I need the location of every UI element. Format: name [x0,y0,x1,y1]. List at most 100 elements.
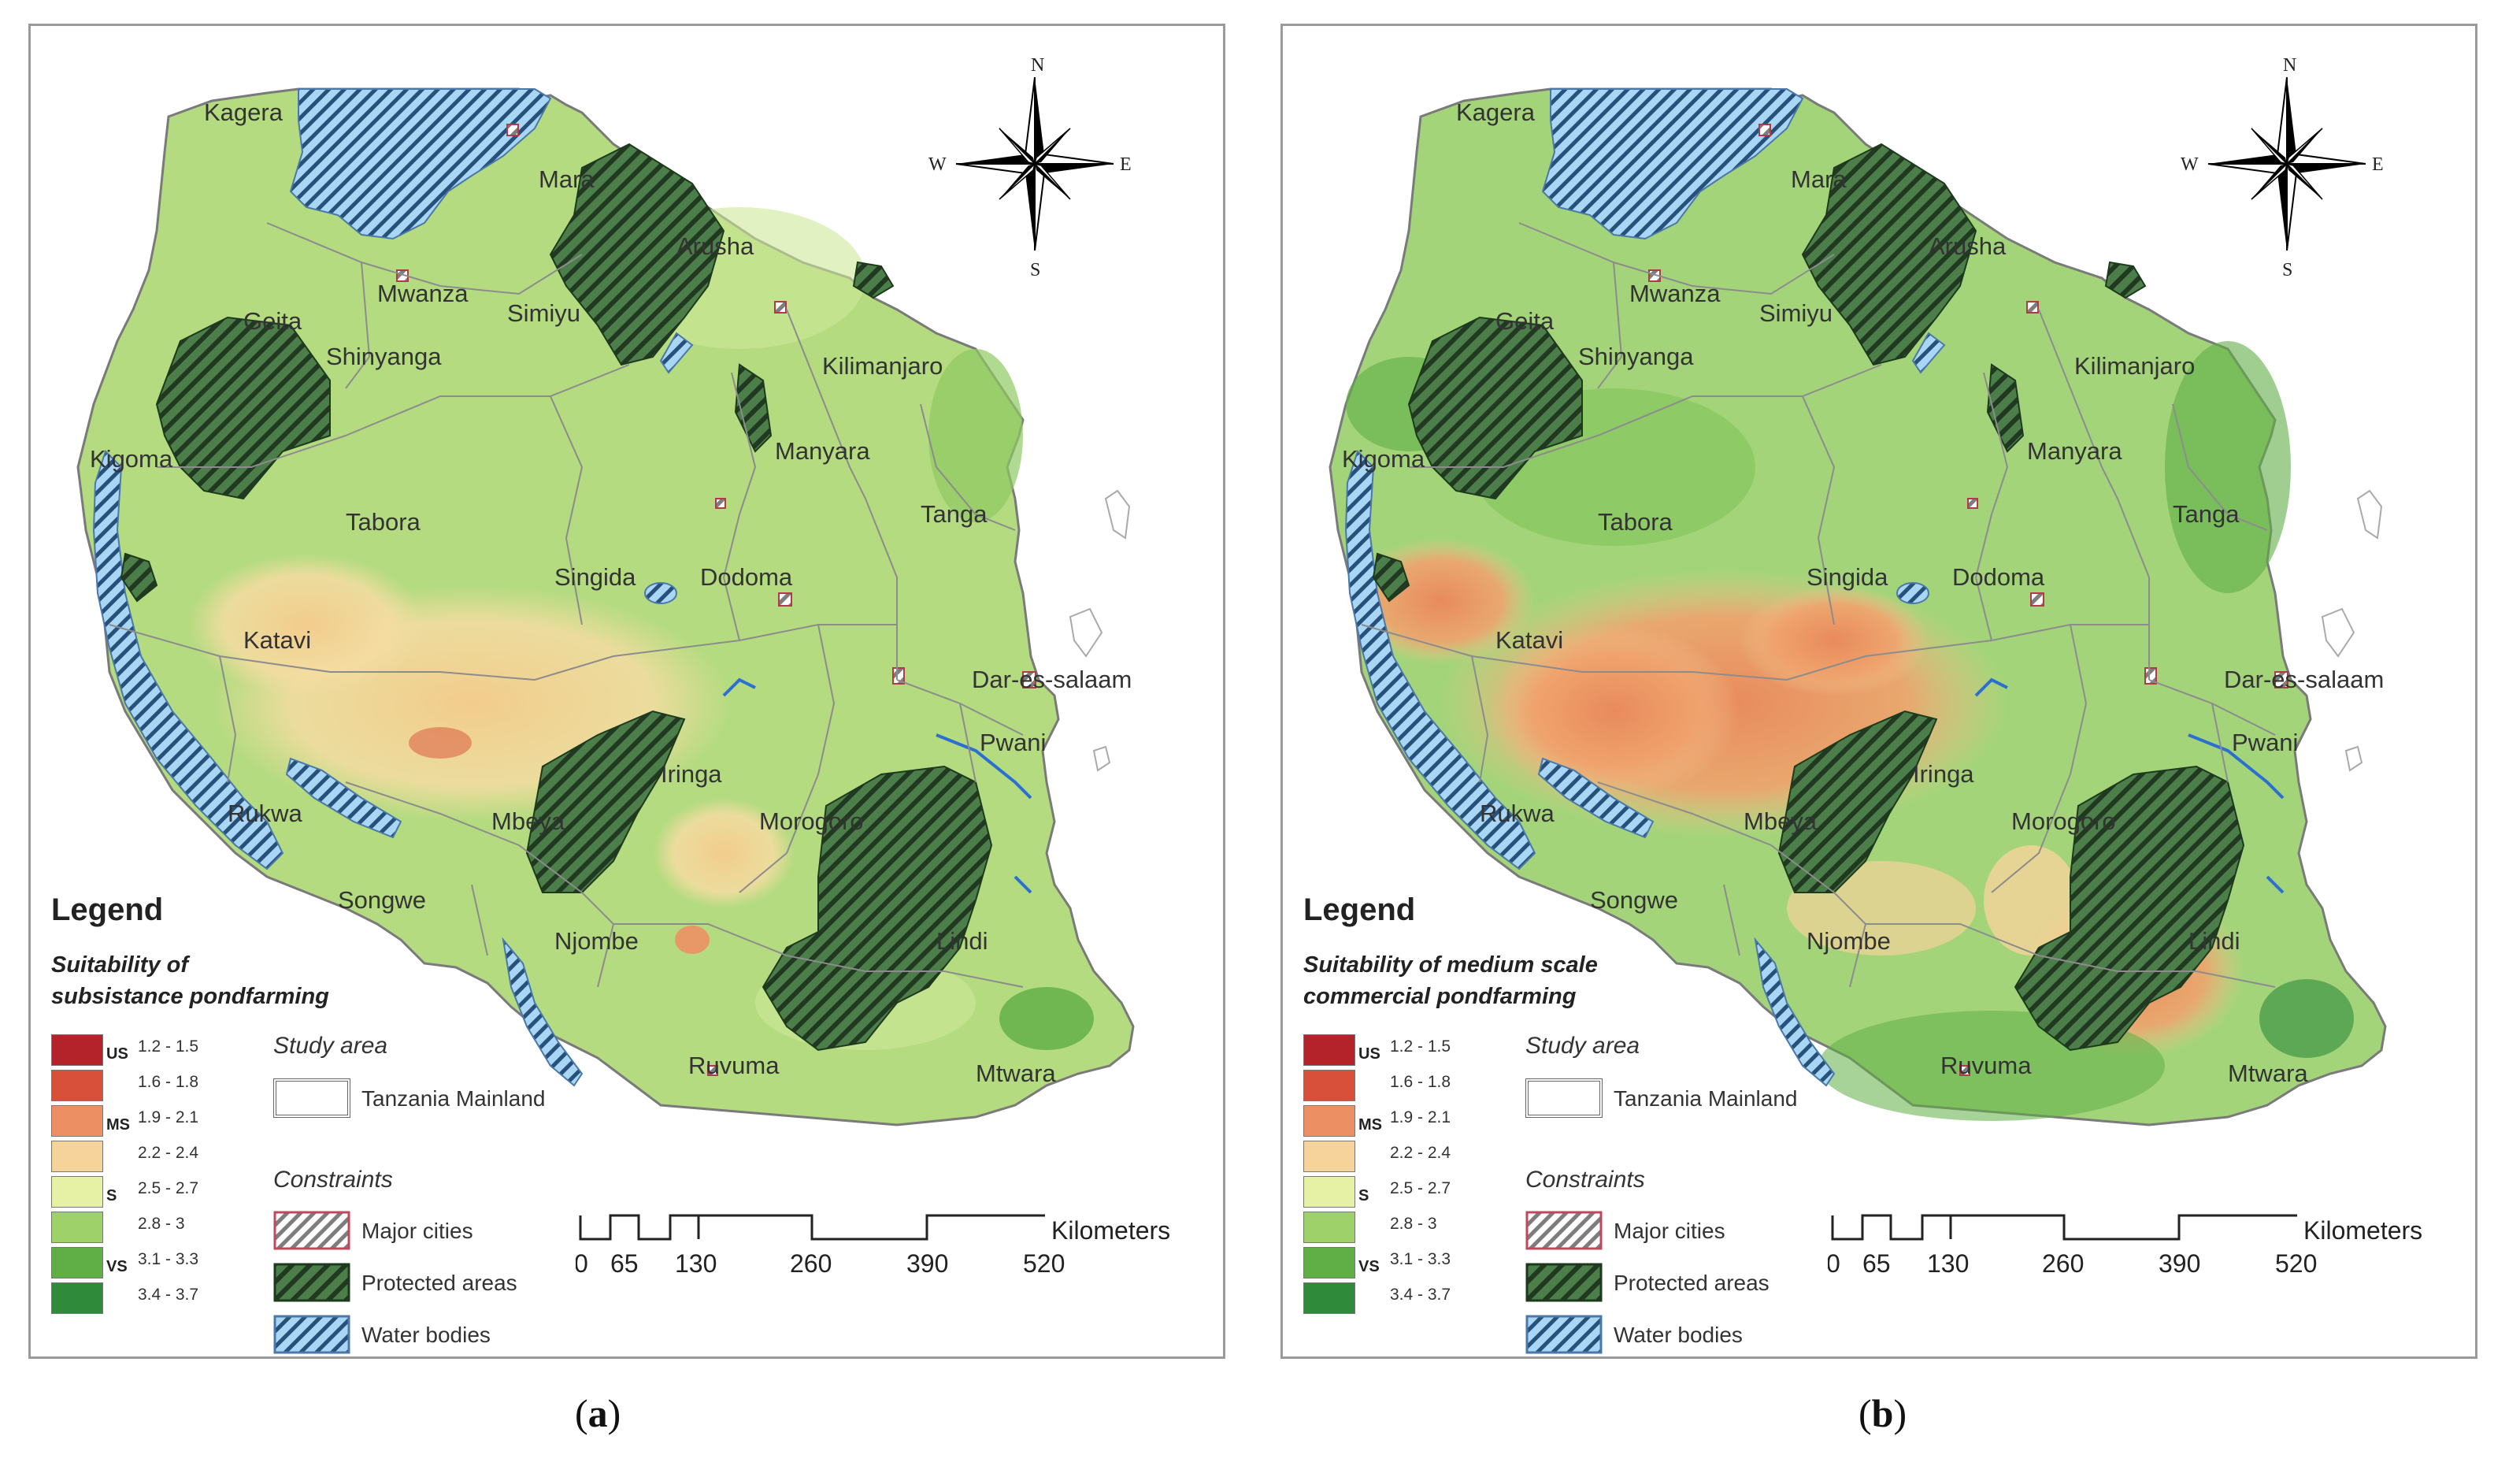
caption-a: (a) [575,1391,621,1435]
map-main-b: Kagera Mara Mwanza Geita Simiyu Arusha K… [1283,26,2475,1356]
suitability-title: Suitability of medium scale commercial p… [1303,949,1744,1012]
compass-w: W [928,154,947,175]
compass-s: S [1030,260,1040,280]
class-range: 1.6 - 1.8 [138,1073,199,1091]
class-swatch [51,1212,103,1243]
class-range: 2.2 - 2.4 [1390,1144,1451,1162]
region-label: Shinyanga [1578,343,1694,370]
region-label: Arusha [676,232,754,260]
islands-b [2321,489,2383,772]
region-label: Dodoma [700,563,793,591]
cities-a [396,124,1036,1076]
region-label: Mara [539,165,595,193]
suitability-classes: US 1.2 - 1.5 1.6 - 1.8 MS 1.9 - 2.1 2.2 - … [1303,1033,1484,1316]
scale-tick: 390 [906,1249,948,1278]
class-swatch [51,1105,103,1137]
region-label: Songwe [1590,886,1678,914]
class-code: US [1358,1045,1380,1063]
region-label: Dar-es-salaam [2224,666,2384,693]
study-area-row: Tanzania Mainland [1525,1075,1856,1119]
lake-singida-a [644,582,677,604]
pa-ruaha-a [525,710,686,893]
rivers-b [1974,677,2285,894]
region-labels-a: Kagera Mara Mwanza Geita Simiyu Arusha K… [90,98,1132,1087]
region-label: Kigoma [1342,445,1425,473]
scale-tick: 520 [2275,1249,2317,1278]
region-label: Simiyu [1759,299,1833,327]
study-area-row: Tanzania Mainland [273,1075,604,1119]
lake-tanganyika-a [92,450,284,870]
pa-tarangire-b [1986,363,2025,453]
region-label: Geita [243,307,302,335]
constraints-title: Constraints [1525,1167,1645,1193]
region-label: Simiyu [507,299,580,327]
map-body-a [76,87,1135,1126]
class-code: S [1358,1187,1369,1204]
region-label: Mwanza [377,280,469,307]
class-range: 3.4 - 3.7 [1390,1286,1451,1304]
class-range: 2.2 - 2.4 [138,1144,199,1162]
region-label: Manyara [2027,437,2122,465]
study-area-swatch [273,1078,350,1118]
class-row: 3.4 - 3.7 [51,1281,232,1316]
scale-tick: 130 [1927,1249,1969,1278]
region-label: Tabora [1598,508,1673,536]
region-label: Njombe [554,927,639,955]
region-label: Shinyanga [326,343,442,370]
class-swatch [1303,1176,1355,1208]
compass-s: S [2282,260,2292,280]
study-area-title: Study area [1525,1033,1640,1059]
pa-moyowosi-b [1407,316,1583,500]
suitability-classes: US 1.2 - 1.5 1.6 - 1.8 MS 1.9 - 2.1 2.2 - … [51,1033,232,1316]
class-code: S [106,1187,117,1204]
class-swatch [51,1282,103,1314]
class-swatch [1303,1247,1355,1278]
class-row: 1.6 - 1.8 [1303,1068,1484,1104]
class-swatch [51,1034,103,1066]
class-row: 3.4 - 3.7 [1303,1281,1484,1316]
class-code: MS [1358,1116,1382,1134]
borders-b [1361,222,2276,988]
scale-tick: 130 [675,1249,717,1278]
class-row: 2.8 - 3 [1303,1210,1484,1245]
compass-n: N [2283,55,2296,76]
constraint-label: Protected areas [1614,1271,1770,1295]
class-row: MS 1.9 - 2.1 [1303,1104,1484,1139]
lake-rukwa-b [1537,757,1655,839]
compass-rose-icon: N S E W [2181,55,2384,280]
lake-eyasi-b [1911,332,1946,374]
scale-tick: 260 [790,1249,832,1278]
arid-south-a [653,798,795,908]
suitability-title-line1: Suitability of medium scale [1303,952,1598,978]
constraint-row: Major cities [1525,1208,1856,1252]
class-range: 2.8 - 3 [1390,1215,1437,1233]
class-row: VS 3.1 - 3.3 [51,1245,232,1281]
class-swatch [1303,1212,1355,1243]
constraints-title: Constraints [273,1167,393,1193]
constraint-label: Major cities [361,1219,473,1243]
constraint-row: Major cities [273,1208,604,1252]
class-swatch [1303,1034,1355,1066]
region-label: Morogoro [759,807,864,835]
class-row: 2.2 - 2.4 [51,1139,232,1175]
scale-tick: 0 [576,1249,588,1278]
region-label: Mbeya [491,807,565,835]
class-row: S 2.5 - 2.7 [51,1175,232,1210]
class-code: US [106,1045,128,1063]
legend-title: Legend [1303,893,1416,927]
constraint-row: Water bodies [273,1312,604,1356]
region-label: Kilimanjaro [822,352,943,380]
cities-b [1648,124,2288,1076]
region-label: Tanga [921,500,988,528]
region-label: Ruvuma [688,1052,780,1079]
compass-rose-icon: N S E W [928,55,1132,280]
borders-a [109,222,1024,988]
study-area-label: Tanzania Mainland [1614,1086,1798,1111]
class-swatch [51,1176,103,1208]
scale-bar: 0 65 130 260 390 520 Kilometers [1828,1214,2422,1278]
major-cities-swatch [1525,1211,1603,1250]
region-label: Kagera [1456,98,1536,126]
scale-tick: 390 [2159,1249,2200,1278]
lake-nyasa-b [1754,937,1836,1087]
class-range: 1.6 - 1.8 [1390,1073,1451,1091]
